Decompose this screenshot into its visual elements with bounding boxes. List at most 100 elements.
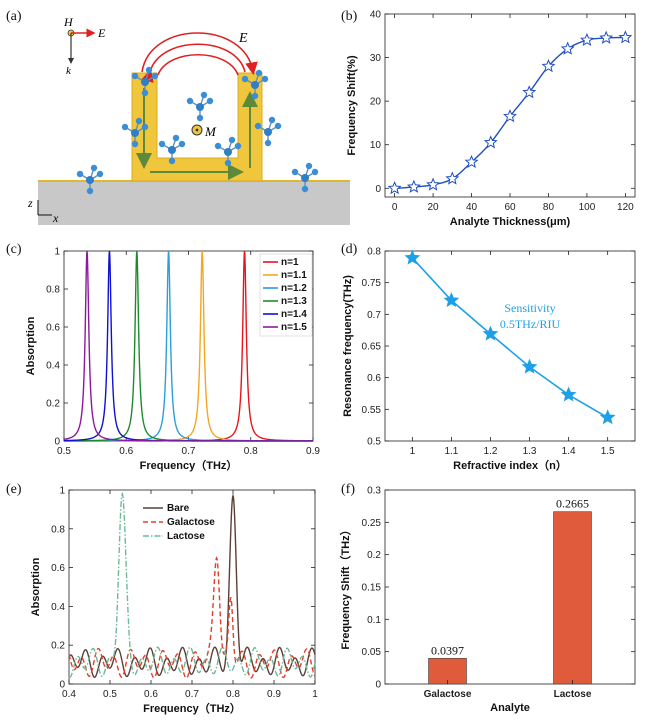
y-tick-label: 30 xyxy=(370,53,382,64)
y-tick-label: 0.4 xyxy=(51,602,65,613)
legend: Bare Galactose Lactose xyxy=(143,503,215,542)
sensitivity-label: Sensitivity xyxy=(504,301,555,315)
y-tick-label: 10 xyxy=(370,140,382,151)
x-tick-label: 0.6 xyxy=(119,446,133,457)
data-point-star xyxy=(483,135,498,149)
legend-label: n=1.3 xyxy=(281,296,307,307)
x-tick-label: 0.9 xyxy=(306,446,320,457)
molecule-icon xyxy=(291,162,319,193)
y-tick-label: 0.7 xyxy=(367,310,381,321)
y-tick-label: 0.75 xyxy=(362,278,382,289)
legend-label: n=1.4 xyxy=(281,309,307,320)
y-tick-label: 0.55 xyxy=(362,405,382,416)
x-tick-label: 0 xyxy=(392,202,398,213)
y-tick-label: 0.25 xyxy=(362,518,382,529)
y-tick-label: 1 xyxy=(54,247,60,258)
y-tick-label: 0.4 xyxy=(46,361,60,372)
chart-f: 0 0.05 0.1 0.15 0.2 0.25 0.3 0.0397 Galactose 0.2… xyxy=(339,486,636,714)
absorption-spectrum xyxy=(68,556,316,679)
x-axis-label: Analyte Thickness(μm) xyxy=(450,216,571,228)
data-point-star xyxy=(464,154,479,169)
legend-label: n=1.2 xyxy=(281,283,307,294)
chart-c: 0 0.2 0.4 0.6 0.8 1 0.5 0.6 0.7 0.8 0.9 Frequency（T… xyxy=(25,247,320,473)
y-tick-label: 0.6 xyxy=(367,373,381,384)
panel-d-label: (d) xyxy=(341,242,358,257)
y-tick-label: 0 xyxy=(59,680,65,691)
y-tick-label: 0.3 xyxy=(367,486,381,497)
y-tick-label: 0.15 xyxy=(362,583,382,594)
x-tick-label: 1.5 xyxy=(601,446,615,457)
x-tick-label: 60 xyxy=(504,202,516,213)
y-tick-label: 0 xyxy=(375,184,381,195)
legend-label: n=1 xyxy=(281,257,299,268)
analyte-molecules xyxy=(76,66,319,195)
y-axis-label: Absorption xyxy=(30,557,42,616)
panel-a-schematic: (a) H E k E M z x xyxy=(6,9,350,225)
y-axis-label: Resonance frequency(THz) xyxy=(342,275,354,417)
x-symbol: x xyxy=(52,211,59,225)
x-tick-label: 80 xyxy=(543,202,555,213)
sensitivity-value: 0.5THz/RIU xyxy=(500,317,561,331)
bar xyxy=(553,511,592,685)
bar-value-label: 0.0397 xyxy=(431,643,464,657)
molecule-icon xyxy=(131,66,159,97)
molecule-icon xyxy=(158,134,186,165)
y-axis-label: Frequency Shift（THz） xyxy=(339,524,352,649)
y-tick-label: 0 xyxy=(375,680,381,691)
data-point-star xyxy=(387,180,402,195)
plot-frame xyxy=(384,13,636,198)
legend-label: n=1.5 xyxy=(281,322,307,333)
absorption-curve xyxy=(63,250,313,442)
legend-label: Lactose xyxy=(167,531,205,542)
legend: n=1 n=1.1 n=1.2 n=1.3 n=1.4 n=1.5 xyxy=(259,253,313,337)
data-point-star xyxy=(541,58,556,73)
molecule-icon xyxy=(121,117,149,148)
x-tick-label: 0.7 xyxy=(182,446,196,457)
y-tick-label: 0.5 xyxy=(367,437,381,448)
y-tick-label: 20 xyxy=(370,97,382,108)
data-point-star xyxy=(522,85,537,99)
data-point-star xyxy=(404,249,421,265)
h-symbol: H xyxy=(63,15,74,29)
x-tick-label: 0.8 xyxy=(226,689,240,700)
x-tick-label: 1.1 xyxy=(444,446,458,457)
panel-c-label: (c) xyxy=(6,242,22,257)
x-tick-label: 0.5 xyxy=(103,689,117,700)
y-tick-label: 0.8 xyxy=(51,524,65,535)
panel-a-label: (a) xyxy=(6,9,22,24)
molecule-icon xyxy=(214,136,242,167)
x-axis-label: Refractive index（n） xyxy=(453,459,567,472)
x-tick-label: 1 xyxy=(312,689,318,700)
field-arc-outer xyxy=(141,32,258,76)
x-tick-label: 0.6 xyxy=(144,689,158,700)
absorption-spectrum xyxy=(68,491,316,678)
x-tick-label: 100 xyxy=(579,202,596,213)
y-tick-label: 0.8 xyxy=(367,247,381,258)
y-tick-label: 0.05 xyxy=(362,647,382,658)
y-tick-label: 0.1 xyxy=(367,615,381,626)
x-axis-label: Frequency（THz） xyxy=(143,702,241,715)
x-tick-label: 20 xyxy=(428,202,440,213)
category-label: Galactose xyxy=(424,689,472,700)
x-tick-label: 1.4 xyxy=(562,446,576,457)
y-tick-label: 40 xyxy=(370,10,382,21)
m-symbol: M xyxy=(204,124,217,139)
legend-label: Bare xyxy=(167,503,190,514)
x-tick-label: 0.4 xyxy=(62,689,76,700)
molecule-icon xyxy=(254,116,282,147)
bar-value-label: 0.2665 xyxy=(556,497,589,511)
y-tick-label: 0.2 xyxy=(46,399,60,410)
e-arc-symbol: E xyxy=(238,31,248,46)
panel-f-label: (f) xyxy=(341,482,355,497)
data-point-star xyxy=(482,325,499,341)
data-point-star xyxy=(618,30,633,44)
y-tick-label: 0.6 xyxy=(46,323,60,334)
panel-e-label: (e) xyxy=(6,482,22,497)
data-point-star xyxy=(445,171,460,185)
data-point-star xyxy=(599,409,616,425)
data-point-star xyxy=(503,109,517,123)
molecule-icon xyxy=(241,69,269,100)
k-symbol: k xyxy=(66,65,72,77)
z-symbol: z xyxy=(27,196,33,210)
field-arc-middle xyxy=(141,43,246,83)
